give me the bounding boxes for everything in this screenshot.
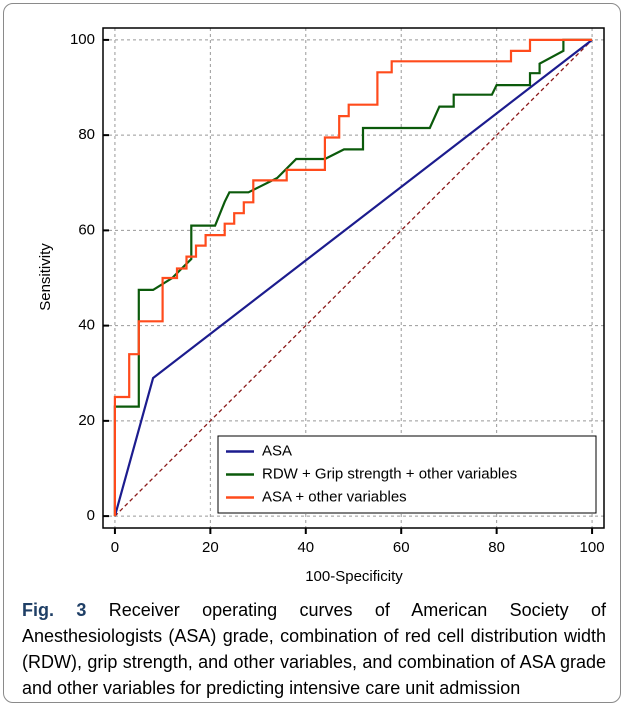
x-tick-label: 100 (580, 539, 605, 556)
caption-label: Fig. 3 (22, 600, 87, 620)
y-tick-label: 80 (78, 126, 95, 143)
y-tick-label: 0 (87, 507, 95, 524)
x-tick-label: 40 (297, 539, 314, 556)
y-tick-label: 100 (70, 31, 95, 48)
caption-text: Receiver operating curves of American So… (22, 600, 606, 698)
x-tick-label: 0 (111, 539, 119, 556)
legend-box (217, 435, 597, 514)
series-line (113, 39, 593, 517)
x-tick-label: 20 (202, 539, 219, 556)
reference-line (114, 39, 593, 517)
y-tick-label: 20 (78, 412, 95, 429)
y-tick-label: 40 (78, 317, 95, 334)
legend-label: ASA + other variables (262, 488, 407, 505)
x-tick-label: 60 (393, 539, 410, 556)
legend-label: RDW + Grip strength + other variables (262, 465, 517, 482)
plot-frame (102, 27, 605, 529)
y-tick-label: 60 (78, 221, 95, 238)
legend-label: ASA (262, 442, 292, 459)
y-axis-label: Sensitivity (37, 243, 54, 311)
x-tick-label: 80 (488, 539, 505, 556)
caption: Fig. 3 Receiver operating curves of Amer… (22, 597, 606, 701)
series-line (113, 38, 593, 517)
chart: 100-Specificity Sensitivity 0 20 40 60 80 100… (37, 27, 605, 585)
series-line (113, 38, 593, 517)
figure-frame (3, 3, 621, 703)
x-axis-label: 100-Specificity (305, 568, 403, 585)
